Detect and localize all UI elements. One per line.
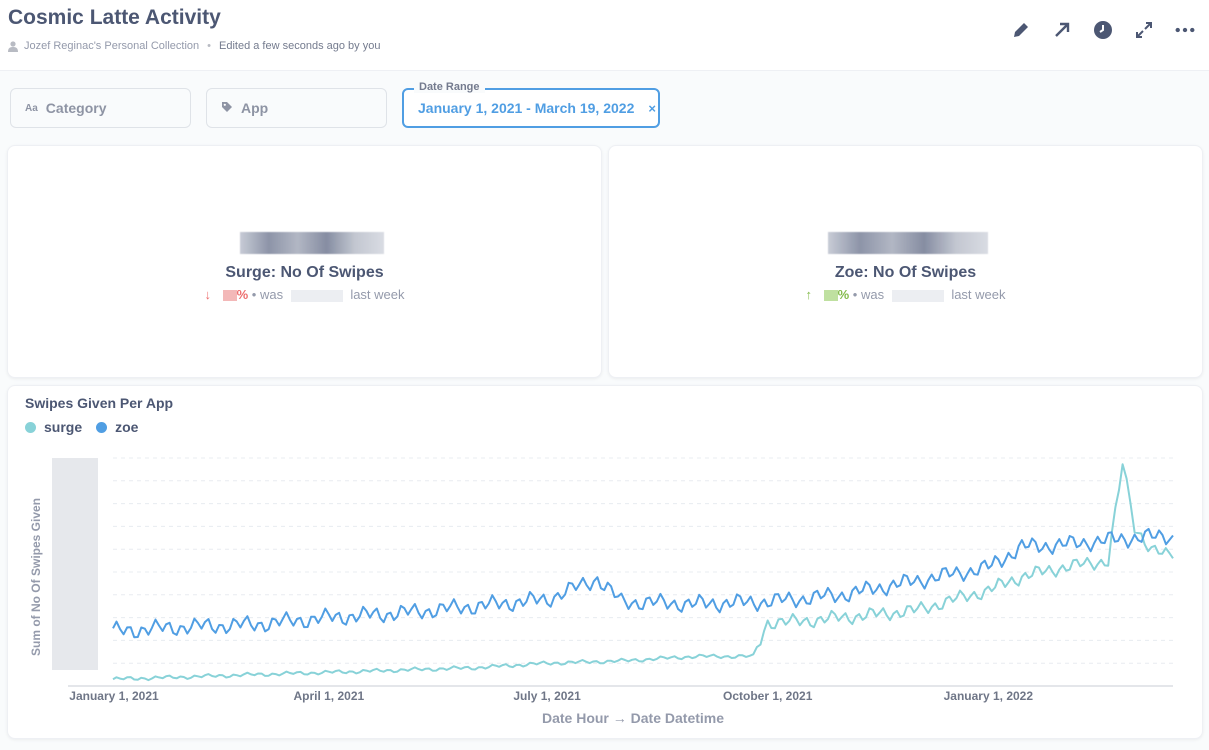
legend-item-surge[interactable]: surge — [25, 419, 82, 435]
swipes-chart-card: Swipes Given Per App surge zoe January 1… — [7, 385, 1203, 739]
y-axis-label: Sum of No Of Swipes Given — [29, 498, 43, 656]
legend-label-surge: surge — [44, 419, 83, 435]
tag-icon — [221, 101, 233, 116]
percent-symbol: % — [236, 287, 249, 302]
separator-dot: • — [207, 40, 211, 52]
header-actions — [1011, 18, 1195, 42]
x-tick-label: January 1, 2021 — [69, 689, 159, 703]
redacted-previous-value — [891, 289, 944, 302]
redacted-value — [828, 232, 988, 254]
dashboard-subline: Jozef Reginac's Personal Collection • Ed… — [8, 40, 380, 52]
series-line-surge — [112, 463, 1174, 682]
series-line-zoe — [112, 527, 1174, 639]
date-range-value: January 1, 2021 - March 19, 2022 — [418, 100, 635, 116]
fullscreen-icon[interactable] — [1134, 18, 1154, 42]
edited-info[interactable]: Edited a few seconds ago by you — [219, 40, 381, 52]
chart-legend: surge zoe — [25, 419, 138, 435]
legend-swatch-zoe — [96, 421, 108, 433]
legend-swatch-surge — [25, 421, 36, 433]
more-icon[interactable] — [1175, 18, 1195, 42]
person-icon — [8, 40, 18, 52]
zoe-scalar-card[interactable]: Zoe: No Of Swipes ↑ % • was last week — [608, 145, 1203, 378]
text-type-icon: Aa — [25, 102, 38, 114]
legend-label-zoe: zoe — [115, 419, 139, 435]
clear-filter-icon[interactable]: × — [648, 100, 656, 116]
surge-card-label[interactable]: Surge: No Of Swipes — [225, 264, 384, 281]
share-arrow-icon[interactable] — [1052, 18, 1072, 42]
last-week-text: last week — [350, 287, 405, 302]
x-tick-label: April 1, 2021 — [293, 689, 364, 703]
zoe-comparison: ↑ % • was last week — [609, 287, 1202, 302]
surge-comparison: ↓ % • was last week — [8, 287, 601, 302]
x-tick-label: July 1, 2021 — [513, 689, 581, 703]
surge-scalar-card[interactable]: Surge: No Of Swipes ↓ % • was last week — [7, 145, 602, 378]
was-text: • was — [251, 287, 284, 302]
app-filter[interactable]: App — [206, 88, 387, 128]
date-range-legend: Date Range — [414, 81, 485, 93]
redacted-value — [240, 232, 384, 254]
x-axis-label: Date Hour → Date Datetime — [542, 710, 724, 726]
percent-symbol: % — [837, 287, 850, 302]
redacted-previous-value — [290, 289, 343, 302]
last-week-text: last week — [951, 287, 1006, 302]
category-filter[interactable]: Aa Category — [10, 88, 191, 128]
clock-icon[interactable] — [1093, 18, 1113, 42]
x-tick-label: October 1, 2021 — [723, 689, 813, 703]
x-tick-label: January 1, 2022 — [944, 689, 1034, 703]
line-chart: January 1, 2021 April 1, 2021 July 1, 2021… — [29, 457, 1174, 726]
chart-title[interactable]: Swipes Given Per App — [25, 395, 174, 411]
arrow-down-icon: ↓ — [204, 287, 211, 302]
legend-item-zoe[interactable]: zoe — [96, 419, 138, 435]
was-text: • was — [852, 287, 885, 302]
collection-link[interactable]: Jozef Reginac's Personal Collection — [24, 40, 200, 52]
redacted-percent — [823, 290, 838, 302]
dashboard-title: Cosmic Latte Activity — [8, 6, 221, 29]
date-range-filter[interactable]: Date Range January 1, 2021 - March 19, 2… — [402, 81, 660, 128]
redacted-percent — [222, 290, 237, 302]
app-filter-label: App — [241, 100, 269, 116]
pencil-icon[interactable] — [1011, 18, 1031, 42]
dashboard-header: Cosmic Latte Activity Jozef Reginac's Pe… — [0, 0, 1209, 71]
arrow-up-icon: ↑ — [805, 287, 812, 302]
zoe-card-label[interactable]: Zoe: No Of Swipes — [834, 264, 977, 281]
redacted-y-tick-labels — [52, 458, 98, 670]
category-filter-label: Category — [45, 100, 107, 116]
